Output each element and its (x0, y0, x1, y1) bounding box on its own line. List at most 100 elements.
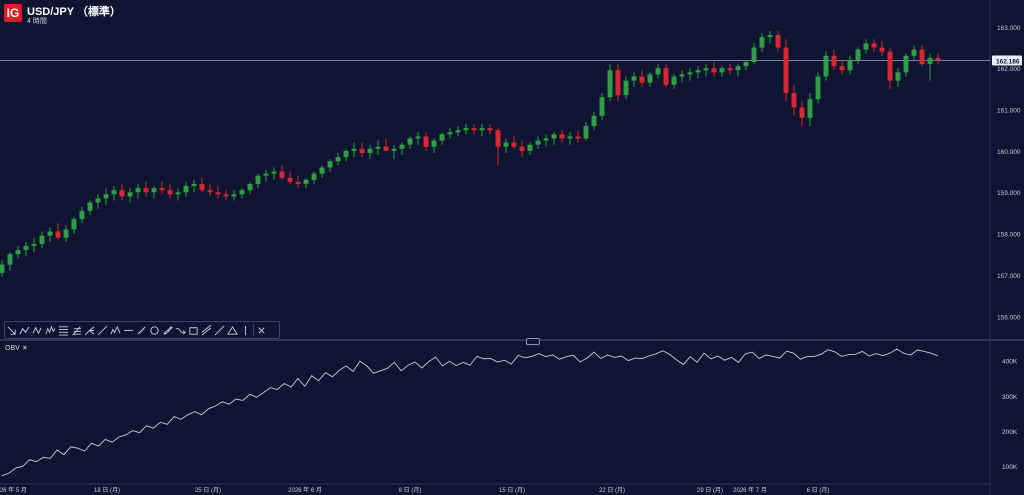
candle-body (7, 254, 13, 265)
candle-body (279, 171, 285, 178)
candle-body (615, 70, 621, 96)
time-tick-label: 25 日 (月) (195, 487, 221, 494)
obv-label-text: OBV (5, 345, 20, 352)
candle-body (695, 70, 701, 73)
candle-body (919, 49, 925, 65)
obv-tick-label: 400K (1002, 359, 1018, 366)
vertical-line-icon (245, 325, 246, 335)
candle-body (471, 128, 477, 131)
price-tick-label: 159.000 (997, 190, 1021, 197)
pattern-tool-button[interactable] (44, 323, 57, 337)
timeframe-label[interactable]: 4 時間 (27, 18, 47, 25)
candle-body (823, 55, 829, 77)
path-tool-button[interactable] (174, 323, 187, 337)
candles (0, 31, 941, 277)
candle-body (39, 235, 45, 244)
candle-body (239, 190, 245, 195)
zigzag-tool-button[interactable] (31, 323, 44, 337)
candle-body (775, 35, 781, 48)
candle-body (663, 68, 669, 85)
candle-body (887, 51, 893, 81)
candle-body (879, 47, 885, 52)
polyline-tool-button[interactable] (18, 323, 31, 337)
candle-body (367, 148, 373, 153)
close-icon[interactable]: × (22, 345, 27, 352)
candle-body (311, 173, 317, 180)
triangle-tool-button[interactable] (226, 323, 239, 337)
candle-body (175, 192, 181, 195)
close-tool-button[interactable] (255, 323, 268, 337)
channel-icon (201, 324, 212, 335)
candle-body (839, 66, 845, 71)
rectangle-tool-button[interactable] (187, 323, 200, 337)
candle-body (871, 43, 877, 48)
candle-body (503, 142, 509, 147)
candle-body (911, 49, 917, 56)
pattern-icon (45, 325, 56, 334)
candle-body (759, 37, 765, 48)
candle-body (447, 132, 453, 135)
pitchfork-tool-button[interactable] (83, 323, 96, 337)
candle-body (855, 49, 861, 60)
time-tick-label: 18 日 (月) (94, 487, 120, 494)
drawing-toolbar (4, 321, 280, 339)
polyline-icon (19, 326, 30, 334)
trendline-tool-button[interactable] (96, 323, 109, 337)
candle-body (0, 264, 5, 273)
candle-body (631, 76, 637, 81)
candle-body (647, 74, 653, 83)
pane-resize-handle[interactable] (526, 338, 540, 345)
candle-body (31, 243, 37, 246)
line-tool-button[interactable] (213, 323, 226, 337)
ruler-tool-button[interactable] (135, 323, 148, 337)
price-tick-label: 160.000 (997, 149, 1021, 156)
fib-extension-icon (72, 326, 82, 335)
candle-body (119, 190, 125, 197)
fib-extension-tool-button[interactable] (70, 323, 83, 337)
candle-body (863, 43, 869, 50)
brush-tool-button[interactable] (161, 323, 174, 337)
candle-body (799, 107, 805, 118)
candle-body (295, 181, 301, 184)
candle-body (255, 175, 261, 184)
candle-body (127, 192, 133, 197)
elliott-wave-tool-button[interactable] (109, 323, 122, 337)
candle-body (567, 136, 573, 139)
line-icon (214, 325, 225, 335)
candle-body (199, 183, 205, 191)
fib-retracement-icon (58, 325, 69, 336)
candle-body (559, 134, 565, 139)
obv-tick-label: 200K (1002, 429, 1018, 436)
candle-body (711, 68, 717, 73)
obv-indicator-label: OBV × (5, 345, 27, 352)
candle-body (103, 194, 109, 199)
obv-tick-label: 100K (1002, 464, 1018, 471)
circle-tool-button[interactable] (148, 323, 161, 337)
arrow-tool-button[interactable] (5, 323, 18, 337)
candle-body (87, 202, 93, 211)
candle-body (263, 173, 269, 176)
candle-body (455, 130, 461, 133)
vertical-line-tool-button[interactable] (239, 323, 252, 337)
candle-body (423, 136, 429, 147)
candle-body (159, 188, 165, 191)
candle-body (383, 146, 389, 151)
candle-body (719, 68, 725, 73)
candle-body (815, 76, 821, 100)
channel-tool-button[interactable] (200, 323, 213, 337)
candle-body (71, 219, 77, 230)
time-tick-label: 15 日 (月) (499, 487, 525, 494)
candle-body (415, 136, 421, 139)
horizontal-line-tool-button[interactable] (122, 323, 135, 337)
candle-body (479, 128, 485, 131)
candle-body (431, 140, 437, 147)
price-tick-label: 162.000 (997, 66, 1021, 73)
candle-body (343, 150, 349, 158)
fib-retracement-tool-button[interactable] (57, 323, 70, 337)
candle-body (847, 59, 853, 71)
price-tick-label: 156.000 (997, 314, 1021, 321)
instrument-title[interactable]: USD/JPY （標準） (27, 6, 121, 18)
time-tick-label: 6 日 (月) (807, 487, 830, 494)
toolbar-separator (253, 324, 254, 336)
